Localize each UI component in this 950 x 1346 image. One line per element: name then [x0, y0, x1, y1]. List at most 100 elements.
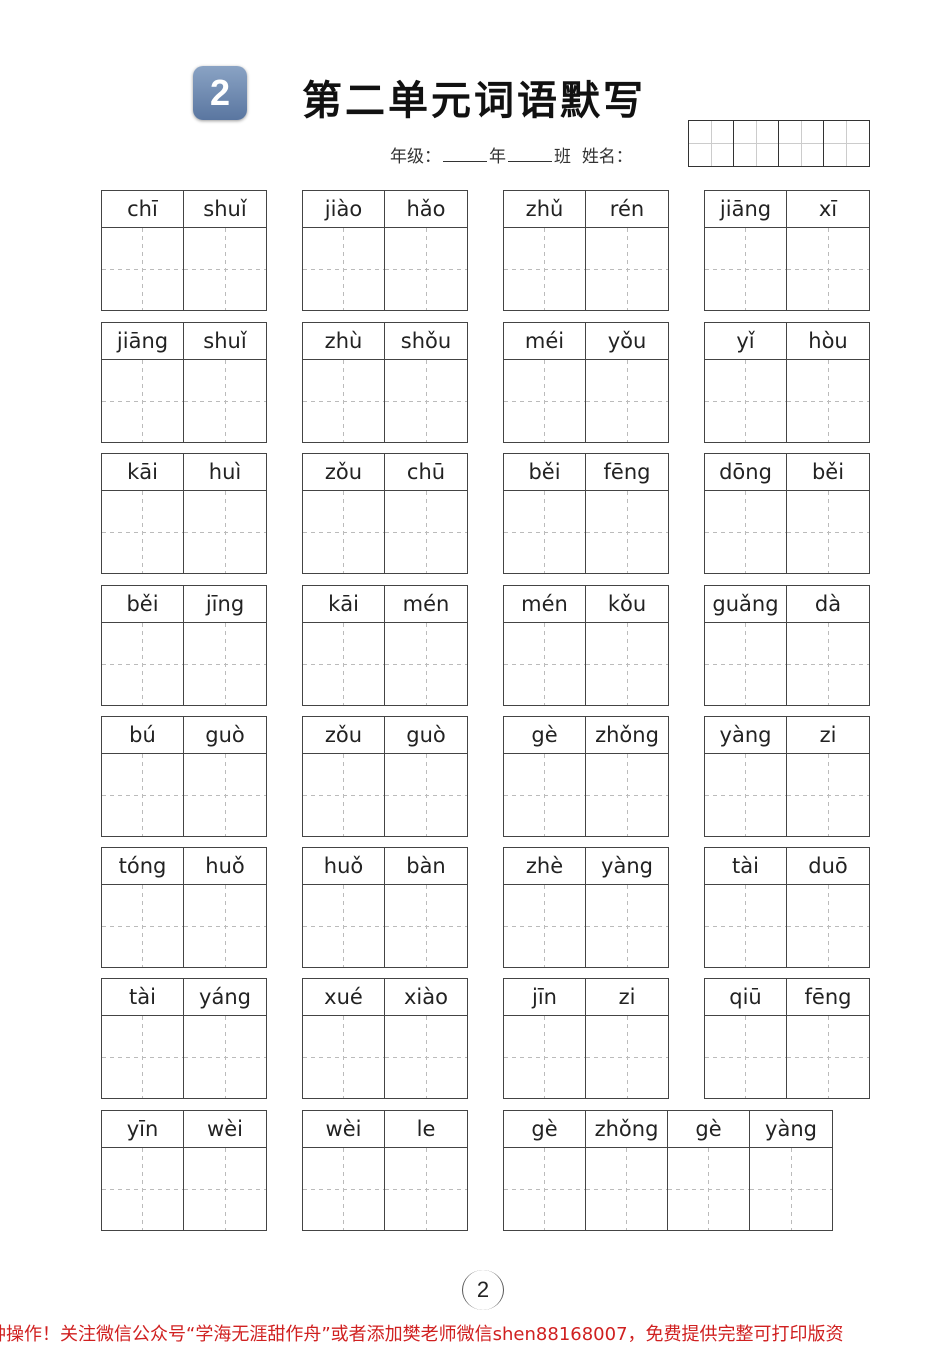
writing-box[interactable] — [184, 1148, 266, 1230]
writing-box[interactable] — [586, 1016, 668, 1098]
name-cell[interactable] — [689, 121, 734, 166]
character-cell: mén — [504, 586, 586, 705]
writing-box[interactable] — [504, 754, 585, 836]
pinyin-label: xī — [787, 191, 869, 228]
writing-box[interactable] — [184, 360, 266, 442]
name-writing-boxes[interactable] — [688, 120, 870, 167]
writing-box[interactable] — [385, 360, 467, 442]
pinyin-label: tài — [705, 848, 786, 885]
writing-box[interactable] — [586, 754, 668, 836]
writing-box[interactable] — [705, 623, 786, 705]
writing-box[interactable] — [705, 1016, 786, 1098]
name-cell[interactable] — [734, 121, 779, 166]
writing-box[interactable] — [705, 228, 786, 310]
writing-box[interactable] — [668, 1148, 749, 1230]
writing-box[interactable] — [705, 754, 786, 836]
writing-box[interactable] — [504, 491, 585, 573]
pinyin-label: gè — [504, 717, 585, 754]
writing-box[interactable] — [303, 623, 384, 705]
word-block: chī shuǐ — [101, 190, 267, 311]
writing-box[interactable] — [787, 623, 869, 705]
character-cell: jiāng — [102, 323, 184, 442]
class-blank[interactable] — [508, 161, 552, 162]
writing-box[interactable] — [385, 1148, 467, 1230]
pinyin-label: hǎo — [385, 191, 467, 228]
writing-box[interactable] — [102, 491, 183, 573]
pinyin-label: tóng — [102, 848, 183, 885]
grade-blank[interactable] — [443, 161, 487, 162]
pinyin-label: huǒ — [303, 848, 384, 885]
character-cell: tóng — [102, 848, 184, 967]
character-cell: huǒ — [303, 848, 385, 967]
writing-box[interactable] — [303, 885, 384, 967]
character-cell: xī — [787, 191, 869, 310]
pinyin-label: zǒu — [303, 454, 384, 491]
character-cell: běi — [102, 586, 184, 705]
writing-box[interactable] — [705, 491, 786, 573]
character-cell: dōng — [705, 454, 787, 573]
writing-box[interactable] — [102, 1148, 183, 1230]
writing-box[interactable] — [184, 754, 266, 836]
character-cell: fēng — [586, 454, 668, 573]
writing-box[interactable] — [787, 360, 869, 442]
word-block: zhè yàng — [503, 847, 669, 968]
writing-box[interactable] — [303, 228, 384, 310]
writing-box[interactable] — [787, 754, 869, 836]
writing-box[interactable] — [586, 1148, 667, 1230]
writing-box[interactable] — [504, 228, 585, 310]
writing-box[interactable] — [184, 1016, 266, 1098]
writing-box[interactable] — [586, 360, 668, 442]
writing-box[interactable] — [586, 885, 668, 967]
writing-box[interactable] — [787, 228, 869, 310]
writing-box[interactable] — [385, 623, 467, 705]
writing-box[interactable] — [504, 360, 585, 442]
writing-box[interactable] — [385, 228, 467, 310]
writing-box[interactable] — [303, 1148, 384, 1230]
writing-box[interactable] — [184, 491, 266, 573]
writing-box[interactable] — [184, 885, 266, 967]
writing-box[interactable] — [102, 885, 183, 967]
writing-box[interactable] — [504, 1148, 585, 1230]
writing-box[interactable] — [787, 885, 869, 967]
writing-box[interactable] — [102, 228, 183, 310]
writing-box[interactable] — [504, 1016, 585, 1098]
writing-box[interactable] — [303, 1016, 384, 1098]
pinyin-label: jīn — [504, 979, 585, 1016]
writing-box[interactable] — [385, 754, 467, 836]
pinyin-label: chī — [102, 191, 183, 228]
writing-box[interactable] — [504, 885, 585, 967]
writing-box[interactable] — [102, 623, 183, 705]
writing-box[interactable] — [184, 623, 266, 705]
name-label: 姓名： — [581, 147, 633, 167]
name-cell[interactable] — [779, 121, 824, 166]
writing-box[interactable] — [504, 623, 585, 705]
word-block: zǒu chū — [302, 453, 468, 574]
writing-box[interactable] — [102, 1016, 183, 1098]
writing-box[interactable] — [385, 491, 467, 573]
writing-box[interactable] — [303, 360, 384, 442]
pinyin-label: gè — [504, 1111, 585, 1148]
writing-box[interactable] — [705, 885, 786, 967]
writing-box[interactable] — [705, 360, 786, 442]
character-cell: wèi — [303, 1111, 385, 1230]
character-cell: qiū — [705, 979, 787, 1098]
pinyin-label: jīng — [184, 586, 266, 623]
writing-box[interactable] — [586, 491, 668, 573]
writing-box[interactable] — [787, 1016, 869, 1098]
writing-box[interactable] — [303, 754, 384, 836]
writing-box[interactable] — [102, 754, 183, 836]
writing-box[interactable] — [586, 228, 668, 310]
pinyin-label: zhù — [303, 323, 384, 360]
name-cell[interactable] — [824, 121, 869, 166]
writing-box[interactable] — [303, 491, 384, 573]
writing-box[interactable] — [586, 623, 668, 705]
pinyin-label: jiào — [303, 191, 384, 228]
writing-box[interactable] — [102, 360, 183, 442]
writing-box[interactable] — [385, 1016, 467, 1098]
character-cell: kāi — [102, 454, 184, 573]
writing-box[interactable] — [750, 1148, 832, 1230]
writing-box[interactable] — [385, 885, 467, 967]
writing-box[interactable] — [787, 491, 869, 573]
writing-box[interactable] — [184, 228, 266, 310]
character-cell: gè — [668, 1111, 750, 1230]
